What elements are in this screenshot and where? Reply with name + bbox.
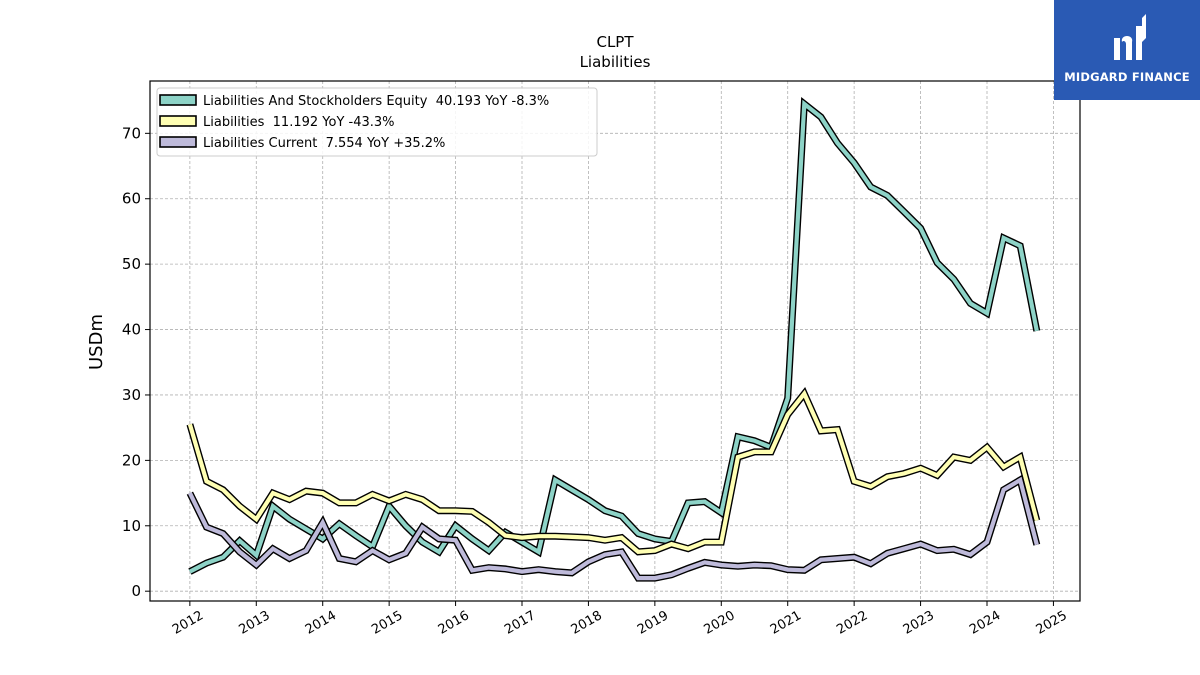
series-lines: [186, 96, 1041, 582]
legend-swatch-2: [159, 136, 197, 148]
series-outline-0: [188, 96, 1041, 575]
y-tick-label: 70: [122, 124, 141, 142]
x-tick-label: 2019: [635, 608, 671, 638]
y-tick-label: 60: [122, 190, 141, 208]
legend-swatch-0: [159, 94, 197, 106]
chart-subtitle: Liabilities: [580, 53, 651, 71]
x-tick-label: 2024: [967, 608, 1003, 638]
x-tick-label: 2017: [502, 608, 538, 638]
y-tick-label: 10: [122, 517, 141, 535]
chart-title: CLPT: [596, 33, 634, 51]
y-tick-label: 20: [122, 451, 141, 469]
x-tick-label: 2016: [436, 608, 472, 638]
legend: Liabilities And Stockholders Equity 40.1…: [156, 87, 598, 157]
x-tick-label: 2013: [236, 608, 272, 638]
series-line-2: [188, 476, 1039, 581]
logo-text: MIDGARD FINANCE: [1064, 70, 1190, 84]
midgard-logo-icon: [1114, 14, 1146, 60]
y-axis-label: USDm: [86, 314, 107, 370]
x-tick-label: 2023: [901, 608, 937, 638]
legend-label-2: Liabilities Current 7.554 YoY +35.2%: [203, 136, 445, 151]
y-tick-label: 0: [131, 582, 141, 600]
x-tick-label: 2014: [303, 608, 339, 638]
x-tick-label: 2021: [768, 608, 804, 638]
plot-frame: [149, 80, 1081, 602]
y-tick-label: 50: [122, 255, 141, 273]
x-tick-label: 2020: [701, 608, 737, 638]
series-line-0: [188, 99, 1039, 574]
x-tick-label: 2018: [569, 608, 605, 638]
legend-label-0: Liabilities And Stockholders Equity 40.1…: [203, 94, 549, 109]
x-tick-label: 2025: [1034, 608, 1070, 638]
x-tick-label: 2022: [834, 608, 870, 638]
y-tick-label: 30: [122, 386, 141, 404]
y-tick-label: 40: [122, 321, 141, 339]
legend-box: [156, 87, 598, 157]
legend-swatch-1: [159, 115, 197, 127]
series-line-1: [187, 389, 1039, 555]
brand-logo: MIDGARD FINANCE: [1054, 0, 1200, 100]
x-tick-label: 2012: [170, 608, 206, 638]
legend-label-1: Liabilities 11.192 YoY -43.3%: [203, 115, 395, 130]
x-tick-label: 2015: [369, 608, 405, 638]
